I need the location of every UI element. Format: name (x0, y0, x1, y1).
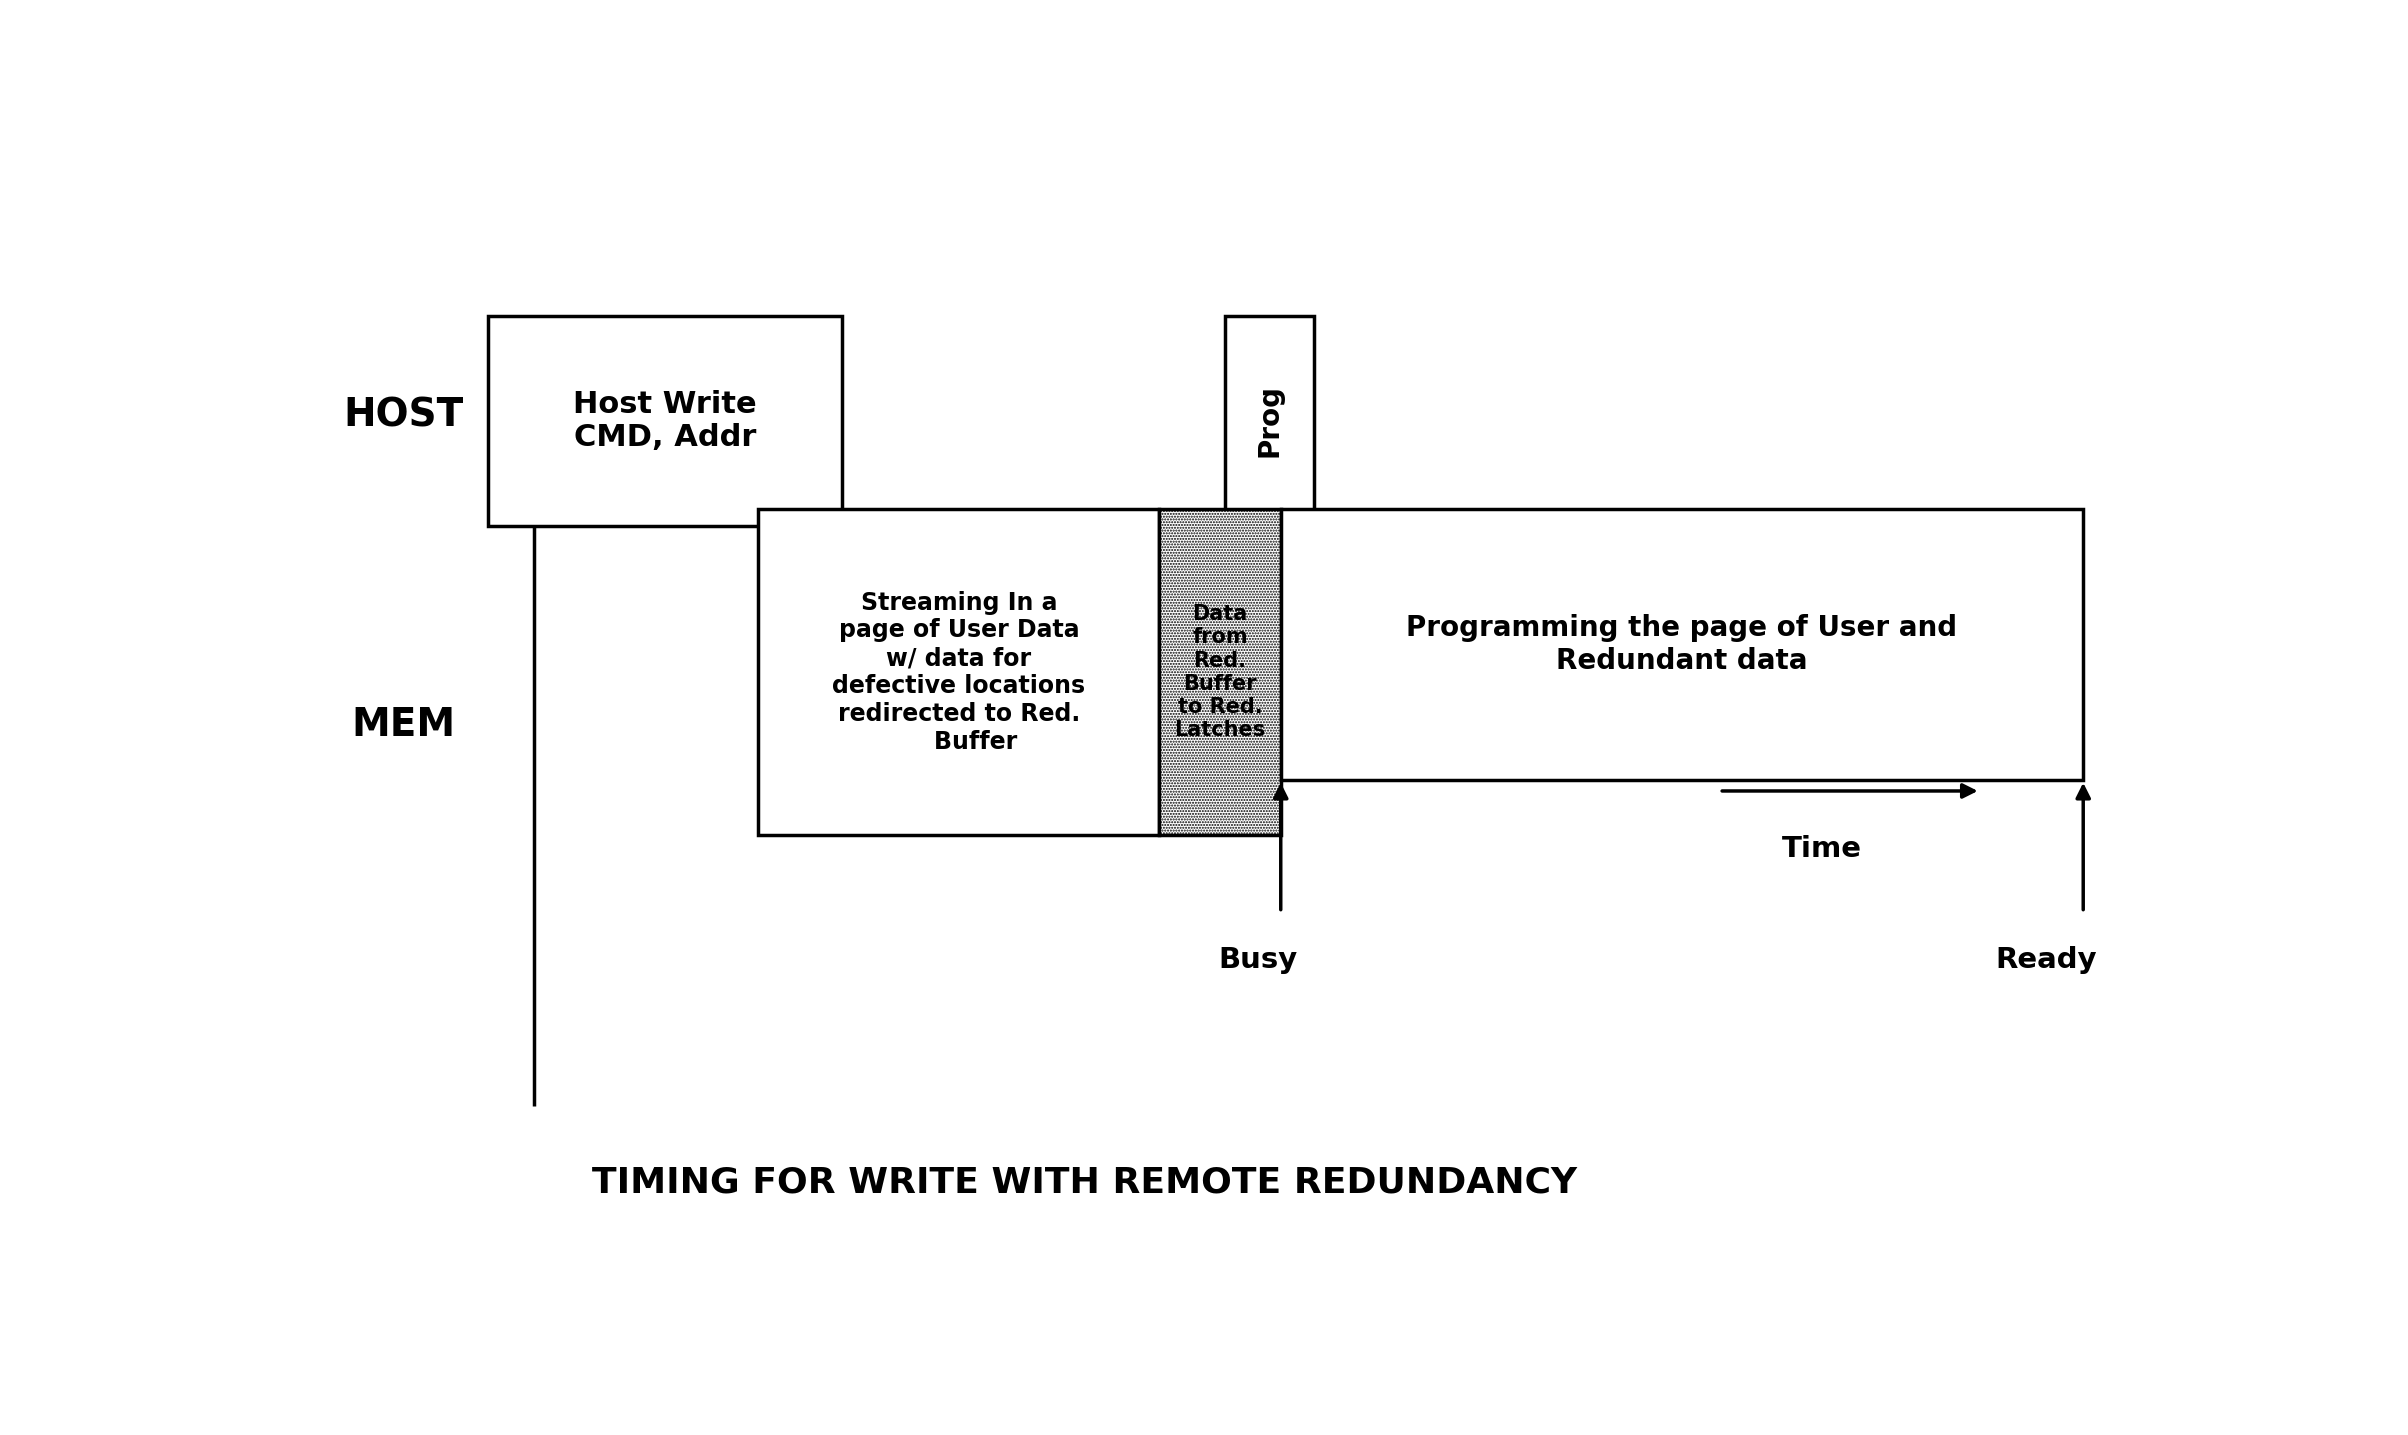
Bar (1281, 509, 2083, 781)
Text: Ready: Ready (1996, 946, 2097, 974)
Text: Data
from
Red.
Buffer
to Red.
Latches: Data from Red. Buffer to Red. Latches (1175, 604, 1267, 740)
Text: MEM: MEM (352, 706, 455, 743)
Text: Programming the page of User and
Redundant data: Programming the page of User and Redunda… (1406, 614, 1958, 674)
Text: Busy: Busy (1218, 946, 1298, 974)
Text: Host Write
CMD, Addr: Host Write CMD, Addr (573, 389, 756, 452)
Text: TIMING FOR WRITE WITH REMOTE REDUNDANCY: TIMING FOR WRITE WITH REMOTE REDUNDANCY (592, 1165, 1577, 1200)
Text: HOST: HOST (344, 396, 465, 435)
Text: Time: Time (1782, 835, 1861, 864)
Text: Streaming In a
page of User Data
w/ data for
defective locations
redirected to R: Streaming In a page of User Data w/ data… (833, 591, 1086, 753)
Bar (759, 509, 1161, 835)
Text: Prog: Prog (1255, 385, 1283, 458)
Bar (486, 316, 843, 525)
Bar (1226, 316, 1315, 525)
Bar (1161, 509, 1281, 835)
